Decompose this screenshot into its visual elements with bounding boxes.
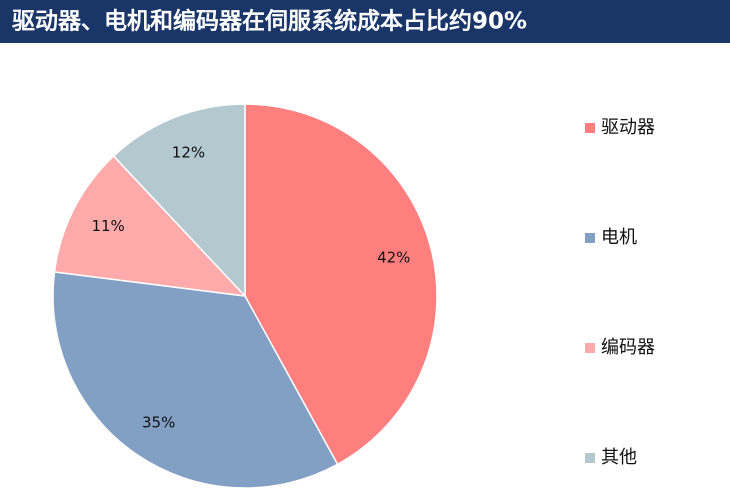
data-label: 11%: [91, 217, 124, 235]
legend-label: 电机: [601, 227, 637, 248]
title-banner: [0, 0, 730, 43]
legend-label: 编码器: [601, 337, 655, 358]
legend-swatch: [585, 233, 595, 243]
data-label: 12%: [172, 144, 205, 162]
legend-swatch: [585, 123, 595, 133]
data-label: 35%: [142, 414, 175, 432]
legend-swatch: [585, 453, 595, 463]
data-label: 42%: [377, 248, 410, 266]
pie-slice: [244, 103, 438, 466]
pie-slice: [52, 271, 339, 489]
legend-label: 驱动器: [601, 117, 655, 138]
legend-label: 其他: [601, 447, 637, 468]
pie-slice: [112, 103, 246, 298]
chart-title: 驱动器、电机和编码器在伺服系统成本占比约90%: [12, 8, 527, 35]
legend-swatch: [585, 343, 595, 353]
pie-slice: [53, 154, 247, 298]
